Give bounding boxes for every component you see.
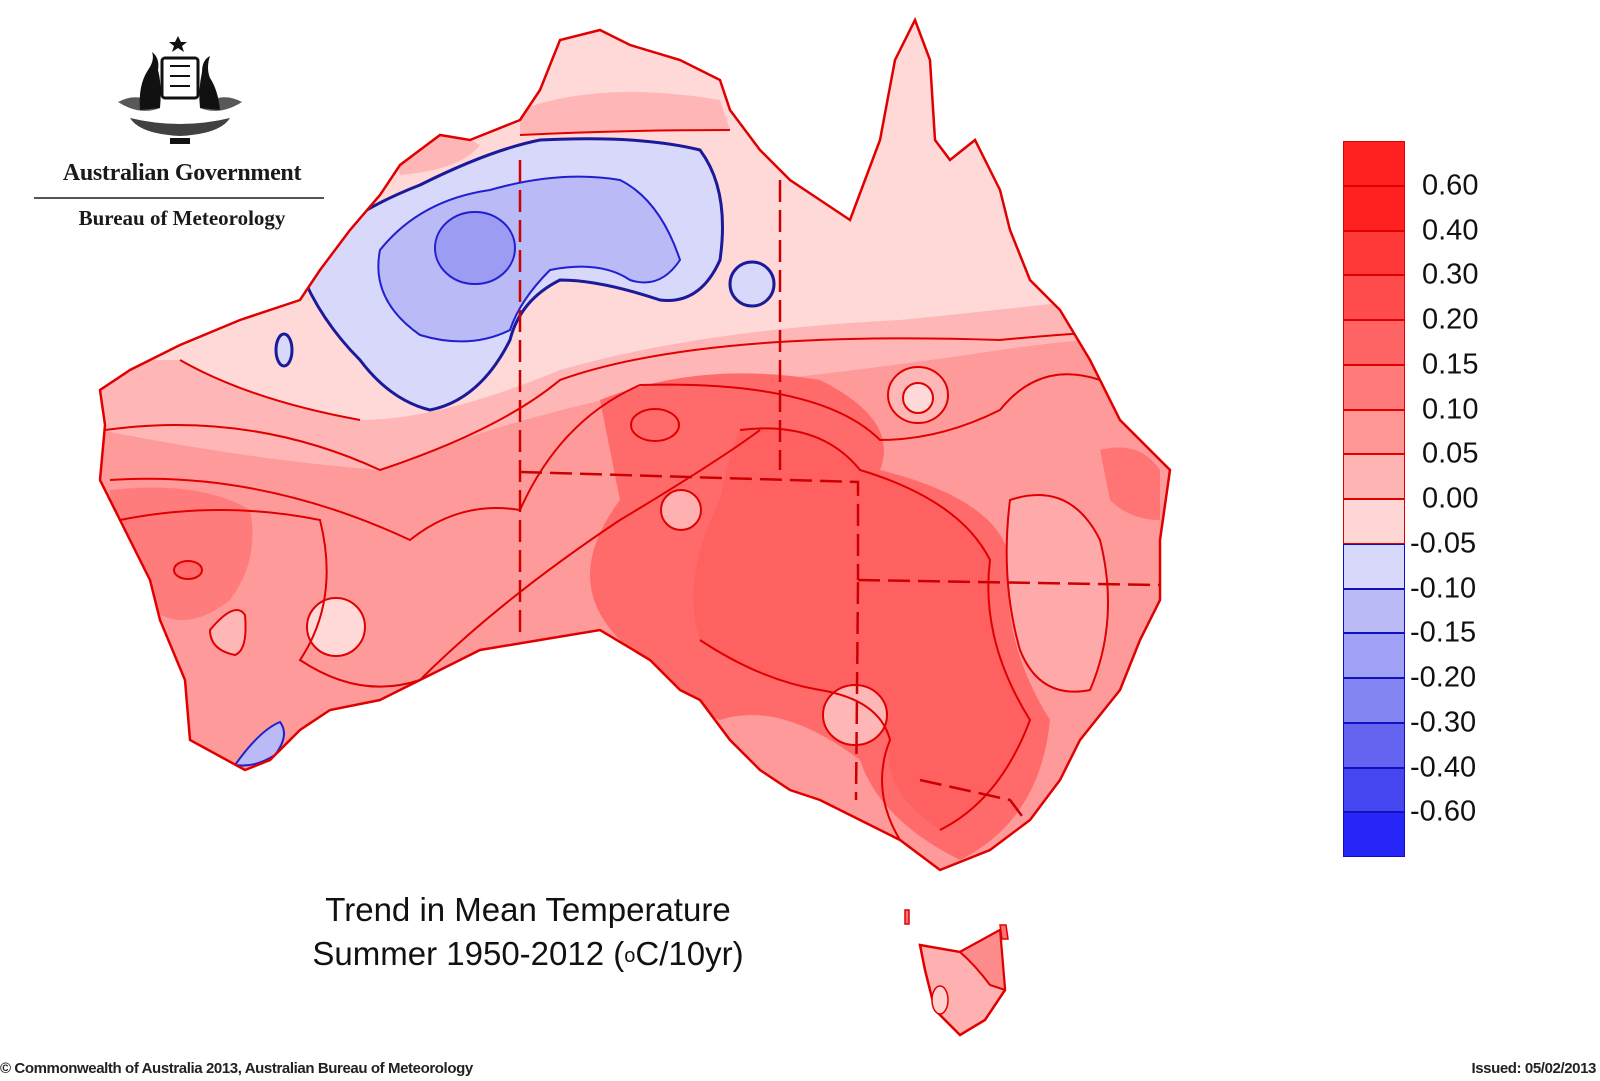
map-title: Trend in Mean Temperature Summer 1950-20… xyxy=(268,888,788,976)
legend-swatch xyxy=(1343,499,1405,544)
degree-symbol: o xyxy=(624,945,636,967)
legend-label: -0.15 xyxy=(1410,616,1477,649)
title-line-2-prefix: Summer 1950-2012 ( xyxy=(312,935,625,972)
logo-divider xyxy=(34,197,324,199)
legend-label: 0.60 xyxy=(1422,169,1479,202)
legend-label: -0.20 xyxy=(1410,661,1477,694)
bom-logo: Australian Government Bureau of Meteorol… xyxy=(20,20,324,230)
legend-label: 0.10 xyxy=(1422,393,1479,425)
legend-label: -0.40 xyxy=(1410,751,1477,783)
legend-swatch xyxy=(1343,543,1405,589)
legend-swatch xyxy=(1343,767,1405,813)
title-line-1: Trend in Mean Temperature xyxy=(325,891,731,928)
legend-swatch xyxy=(1343,588,1405,634)
legend-label: 0.30 xyxy=(1422,258,1479,291)
legend-swatch xyxy=(1343,409,1405,455)
legend-swatch xyxy=(1343,722,1405,768)
legend-swatch xyxy=(1343,633,1405,678)
tasmania xyxy=(918,927,1007,1037)
title-line-2: Summer 1950-2012 (oC/10yr) xyxy=(268,932,788,976)
legend-label: 0.00 xyxy=(1422,482,1479,515)
title-line-2-suffix: C/10yr) xyxy=(635,935,744,972)
legend-swatch xyxy=(1343,364,1405,410)
legend-label: -0.10 xyxy=(1410,572,1477,604)
legend-swatch xyxy=(1343,320,1405,365)
legend-label: 0.40 xyxy=(1422,214,1479,246)
legend-label: -0.60 xyxy=(1410,795,1477,828)
copyright-notice: © Commonwealth of Australia 2013, Austra… xyxy=(0,1060,473,1077)
legend-swatch xyxy=(1343,275,1405,320)
legend-swatch xyxy=(1343,141,1405,186)
legend-label: 0.20 xyxy=(1422,303,1479,336)
australia-coastline xyxy=(98,16,1172,872)
legend-swatch xyxy=(1343,454,1405,499)
legend-label: 0.15 xyxy=(1422,348,1479,381)
coat-of-arms-icon xyxy=(118,36,242,144)
legend-label: -0.05 xyxy=(1410,527,1477,560)
agency-name: Bureau of Meteorology xyxy=(78,206,286,230)
legend-swatch xyxy=(1343,678,1405,723)
government-name: Australian Government xyxy=(62,160,302,186)
color-legend xyxy=(1343,141,1407,857)
legend-label: -0.30 xyxy=(1410,706,1477,739)
issued-date: Issued: 05/02/2013 xyxy=(1471,1060,1596,1077)
legend-swatch xyxy=(1343,185,1405,231)
legend-swatch xyxy=(1343,812,1405,857)
legend-swatch xyxy=(1343,230,1405,276)
legend-label: 0.05 xyxy=(1422,437,1479,470)
